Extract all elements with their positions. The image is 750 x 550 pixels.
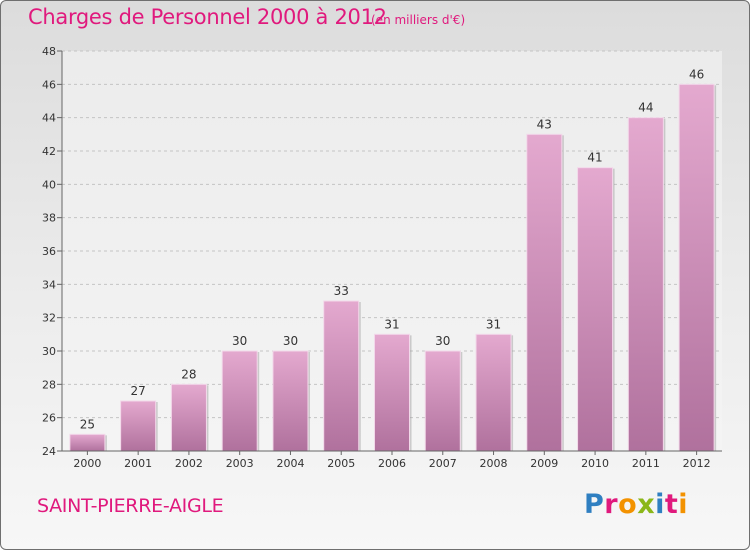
bar-2006 [373,333,411,452]
y-tick-label: 34 [42,278,56,291]
x-tick-label: 2001 [124,457,152,470]
x-tick-label: 2000 [73,457,101,470]
x-tick-label: 2010 [581,457,609,470]
x-tick-label: 2005 [327,457,355,470]
y-tick-label: 28 [42,378,56,391]
value-label: 41 [587,151,602,165]
y-tick-label: 48 [42,45,56,58]
y-tick-label: 36 [42,245,56,258]
x-tick-label: 2012 [683,457,711,470]
y-tick-label: 40 [42,178,56,191]
value-label: 31 [486,317,501,331]
x-tick-label: 2011 [632,457,660,470]
x-tick-label: 2009 [530,457,558,470]
y-tick-label: 30 [42,345,56,358]
y-tick-label: 32 [42,312,56,325]
chart-title: Charges de Personnel 2000 à 2012 [28,5,387,29]
x-tick-label: 2004 [276,457,304,470]
y-tick-label: 42 [42,145,56,158]
y-tick-label: 44 [42,112,56,125]
bar-2002 [170,383,207,452]
bar-2007 [424,350,461,452]
x-tick-label: 2008 [480,457,508,470]
logo-letter: P [584,489,605,520]
y-axis: 24 26 28 30 32 34 36 38 40 42 44 46 48 [42,45,63,458]
proxiti-logo: Proxiti [584,489,688,520]
bar-2010 [577,167,614,452]
value-label: 30 [232,334,247,348]
value-label: 43 [537,117,552,131]
chart-unit: (en milliers d'€) [371,13,466,27]
x-tick-label: 2007 [429,457,457,470]
bar-2003 [221,350,258,452]
value-label: 44 [638,101,653,115]
bar-2011 [627,117,664,452]
x-tick-label: 2003 [226,457,254,470]
bar-2001 [120,400,157,452]
bar-2012 [678,83,715,452]
x-tick-label: 2006 [378,457,406,470]
x-tick-label: 2002 [175,457,203,470]
logo-letter: x [637,489,656,520]
bar-2004 [272,350,309,452]
logo-letter: i [678,489,689,520]
logo-letter: t [664,489,679,520]
y-tick-label: 24 [42,445,56,458]
value-label: 30 [283,334,298,348]
x-axis: 2000 2001 2002 2003 2004 2005 2006 2007 2008 2009… [62,450,722,470]
y-tick-label: 38 [42,212,56,225]
value-label: 27 [131,384,146,398]
value-label: 28 [181,367,196,381]
value-label: 30 [435,334,450,348]
value-label: 31 [384,317,399,331]
bar-2009 [526,133,563,452]
y-tick-label: 26 [42,412,56,425]
y-tick-label: 46 [42,78,56,91]
value-label: 46 [689,67,704,81]
logo-letter: o [618,489,638,520]
value-label: 25 [80,417,95,431]
bar-2008 [475,333,512,452]
value-label: 33 [334,284,349,298]
bar-2005 [323,300,360,452]
commune-name: SAINT-PIERRE-AIGLE [37,495,224,517]
bar-2000 [69,433,106,452]
bars: 25 27 28 30 30 33 31 30 31 43 41 44 46 [69,67,717,452]
logo-letter: i [655,489,665,520]
logo-letter: r [604,489,619,520]
